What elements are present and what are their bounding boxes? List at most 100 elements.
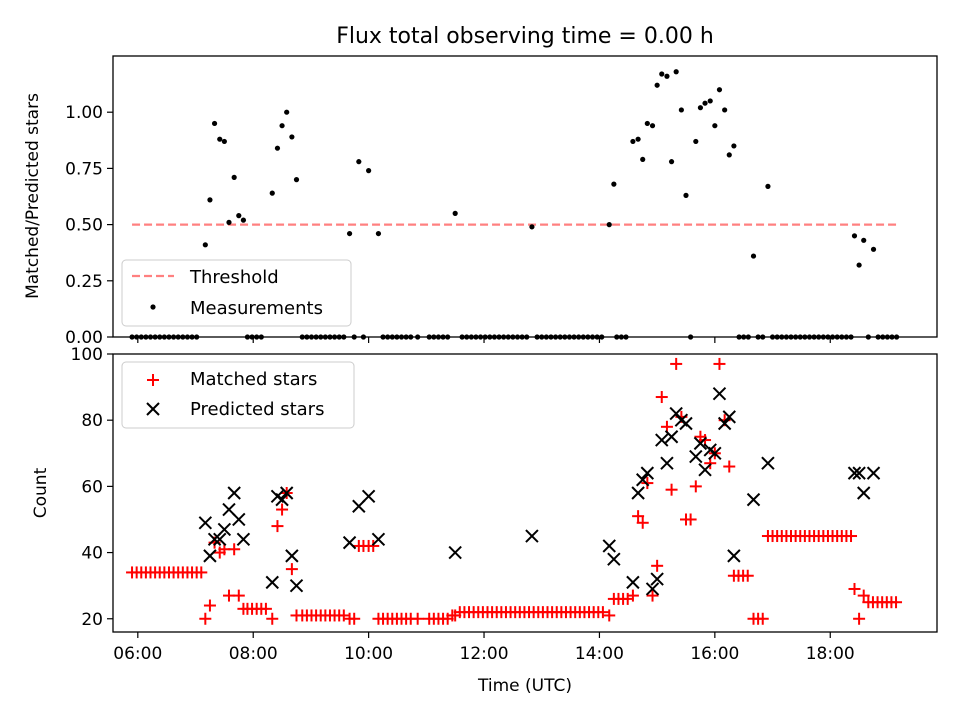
measurement-point — [202, 242, 208, 248]
predicted-point — [655, 433, 669, 447]
measurement-point — [712, 123, 718, 129]
legend-matched-swatch — [147, 374, 159, 386]
bottom-y-tick-label: 40 — [81, 544, 103, 564]
matched-point — [276, 503, 289, 516]
measurement-point — [649, 123, 656, 129]
legend-matched-label: Matched stars — [190, 369, 317, 390]
predicted-point — [679, 416, 693, 431]
matched-point — [651, 559, 664, 572]
matched-point — [684, 513, 697, 526]
matched-point — [266, 612, 279, 625]
x-tick-label: 10:00 — [344, 644, 393, 664]
matched-point — [626, 589, 639, 602]
bottom-legend-box — [121, 361, 355, 429]
top-legend: Threshold Measurements — [121, 259, 352, 327]
matched-point — [723, 460, 736, 473]
measurement-point — [856, 262, 862, 268]
matched-point — [713, 357, 726, 370]
measurement-point — [529, 224, 535, 230]
measurement-point — [279, 123, 285, 129]
measurement-point — [851, 233, 858, 239]
matched-point — [756, 612, 769, 625]
matched-point — [655, 391, 668, 404]
measurement-point — [697, 105, 704, 111]
measurement-point — [236, 213, 242, 219]
predicted-point — [717, 416, 732, 431]
bottom-series-layer — [126, 357, 903, 625]
measurement-point — [231, 174, 237, 180]
predicted-point — [203, 549, 217, 563]
predicted-point — [361, 489, 376, 504]
predicted-point — [217, 522, 232, 537]
measurement-point — [659, 71, 665, 77]
matched-point — [857, 589, 870, 602]
matched-point — [203, 599, 216, 612]
matched-point — [665, 483, 678, 496]
top-ticks-layer: 0.00 0.25 0.50 0.75 1.00 — [65, 103, 831, 348]
top-legend-box — [121, 259, 352, 327]
predicted-point — [213, 532, 227, 547]
predicted-point — [689, 449, 703, 464]
predicted-point — [636, 473, 650, 487]
matched-point — [195, 566, 208, 579]
measurement-point — [221, 138, 227, 145]
predicted-point — [645, 582, 660, 596]
x-tick-label: 06:00 — [113, 644, 162, 664]
predicted-point — [631, 486, 645, 500]
x-tick-label: 08:00 — [229, 644, 278, 664]
measurement-point — [726, 152, 732, 158]
series-matched-stars — [126, 357, 903, 625]
measurement-point — [293, 177, 300, 183]
bottom-y-tick-label: 80 — [81, 411, 103, 431]
x-axis-label: Time (UTC) — [477, 676, 572, 696]
predicted-point — [607, 552, 621, 566]
matched-point — [259, 602, 272, 615]
measurement-point — [226, 219, 232, 225]
measurement-point — [693, 138, 699, 145]
measurement-point — [274, 145, 281, 151]
bottom-panel: 06:00 08:00 10:00 12:00 14:00 16:00 18:00 20 40 6… — [31, 345, 938, 696]
measurement-point — [750, 253, 757, 259]
predicted-point — [847, 466, 862, 480]
predicted-point — [227, 486, 241, 500]
measurement-point — [611, 181, 617, 187]
predicted-point — [265, 575, 279, 590]
measurement-point — [702, 100, 708, 106]
predicted-point — [722, 410, 736, 424]
measurement-point — [861, 237, 867, 243]
matched-point — [845, 530, 858, 543]
predicted-point — [708, 446, 722, 460]
matched-point — [228, 543, 241, 556]
top-y-tick-label: 0.50 — [65, 216, 103, 236]
measurement-point — [240, 217, 247, 223]
legend-threshold-label: Threshold — [189, 267, 279, 288]
matched-point — [232, 589, 245, 602]
predicted-point — [279, 486, 294, 500]
predicted-point — [866, 466, 881, 480]
measurement-point — [289, 134, 295, 140]
top-y-axis-label: Matched/Predicted stars — [23, 93, 43, 299]
predicted-point — [198, 516, 213, 530]
bottom-ticks-layer: 06:00 08:00 10:00 12:00 14:00 16:00 18:00 20 40 6… — [71, 345, 855, 664]
predicted-point — [342, 535, 357, 550]
measurement-point — [211, 120, 218, 127]
matched-point — [890, 596, 903, 609]
measurement-point — [765, 183, 771, 189]
measurement-point — [207, 197, 213, 203]
legend-measurements-label: Measurements — [190, 298, 323, 319]
measurement-point — [673, 69, 679, 75]
top-y-tick-label: 1.00 — [65, 103, 103, 123]
predicted-point — [852, 466, 866, 480]
predicted-point — [712, 387, 727, 401]
bottom-legend: Matched stars Predicted stars — [121, 361, 355, 429]
measurement-point — [731, 143, 737, 149]
measurement-point — [668, 159, 675, 165]
measurement-point — [375, 230, 382, 237]
x-tick-label: 14:00 — [575, 644, 624, 664]
top-y-tick-label: 0.25 — [65, 272, 103, 292]
legend-predicted-swatch — [146, 402, 160, 416]
matched-point — [848, 582, 861, 595]
matched-point — [285, 563, 298, 576]
series-predicted-stars — [198, 387, 881, 596]
